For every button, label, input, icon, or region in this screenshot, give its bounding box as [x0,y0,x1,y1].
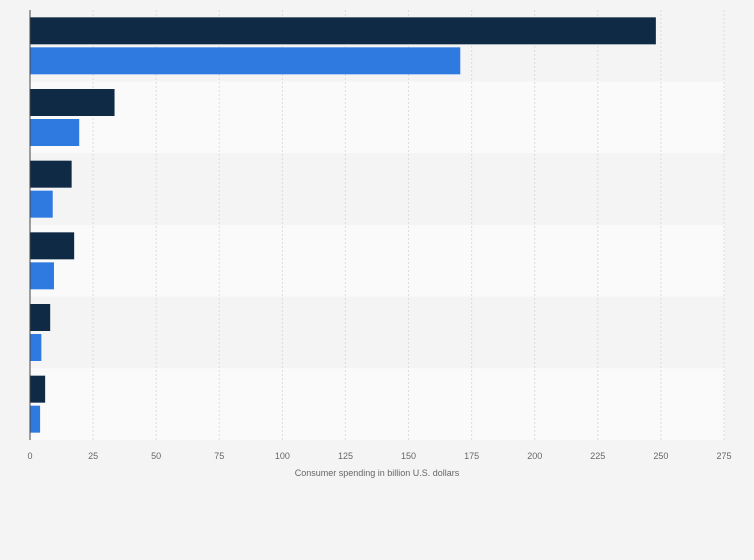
bar-series-1[interactable] [30,17,656,45]
row-band [30,81,724,154]
row-band [30,368,724,440]
x-tick-label: 50 [151,451,161,461]
bar-series-2[interactable] [30,47,461,75]
x-tick-label: 200 [527,451,542,461]
bar-series-1[interactable] [30,232,75,260]
x-tick-label: 275 [716,451,731,461]
x-axis-title: Consumer spending in billion U.S. dollar… [295,468,460,478]
x-tick-label: 100 [275,451,290,461]
bar-series-1[interactable] [30,89,115,116]
x-tick-label: 175 [464,451,479,461]
bar-series-2[interactable] [30,334,42,361]
bar-series-1[interactable] [30,304,51,331]
row-band [30,153,724,225]
row-bands [30,10,724,440]
x-tick-label: 150 [401,451,416,461]
x-tick-label: 225 [590,451,605,461]
x-tick-label: 25 [88,451,98,461]
bars [30,17,656,433]
x-tick-label: 75 [214,451,224,461]
bar-series-1[interactable] [30,375,46,403]
x-tick-label: 250 [653,451,668,461]
x-tick-label: 125 [338,451,353,461]
bar-series-2[interactable] [30,119,80,146]
bar-series-2[interactable] [30,405,41,433]
row-band [30,296,724,369]
bar-series-2[interactable] [30,190,53,218]
bar-series-1[interactable] [30,160,72,188]
x-axis-ticks: 0 25 50 75 100 125 150 175 200 225 250 275 [27,451,731,461]
x-tick-label: 0 [27,451,32,461]
bar-series-2[interactable] [30,262,54,290]
row-band [30,225,724,297]
